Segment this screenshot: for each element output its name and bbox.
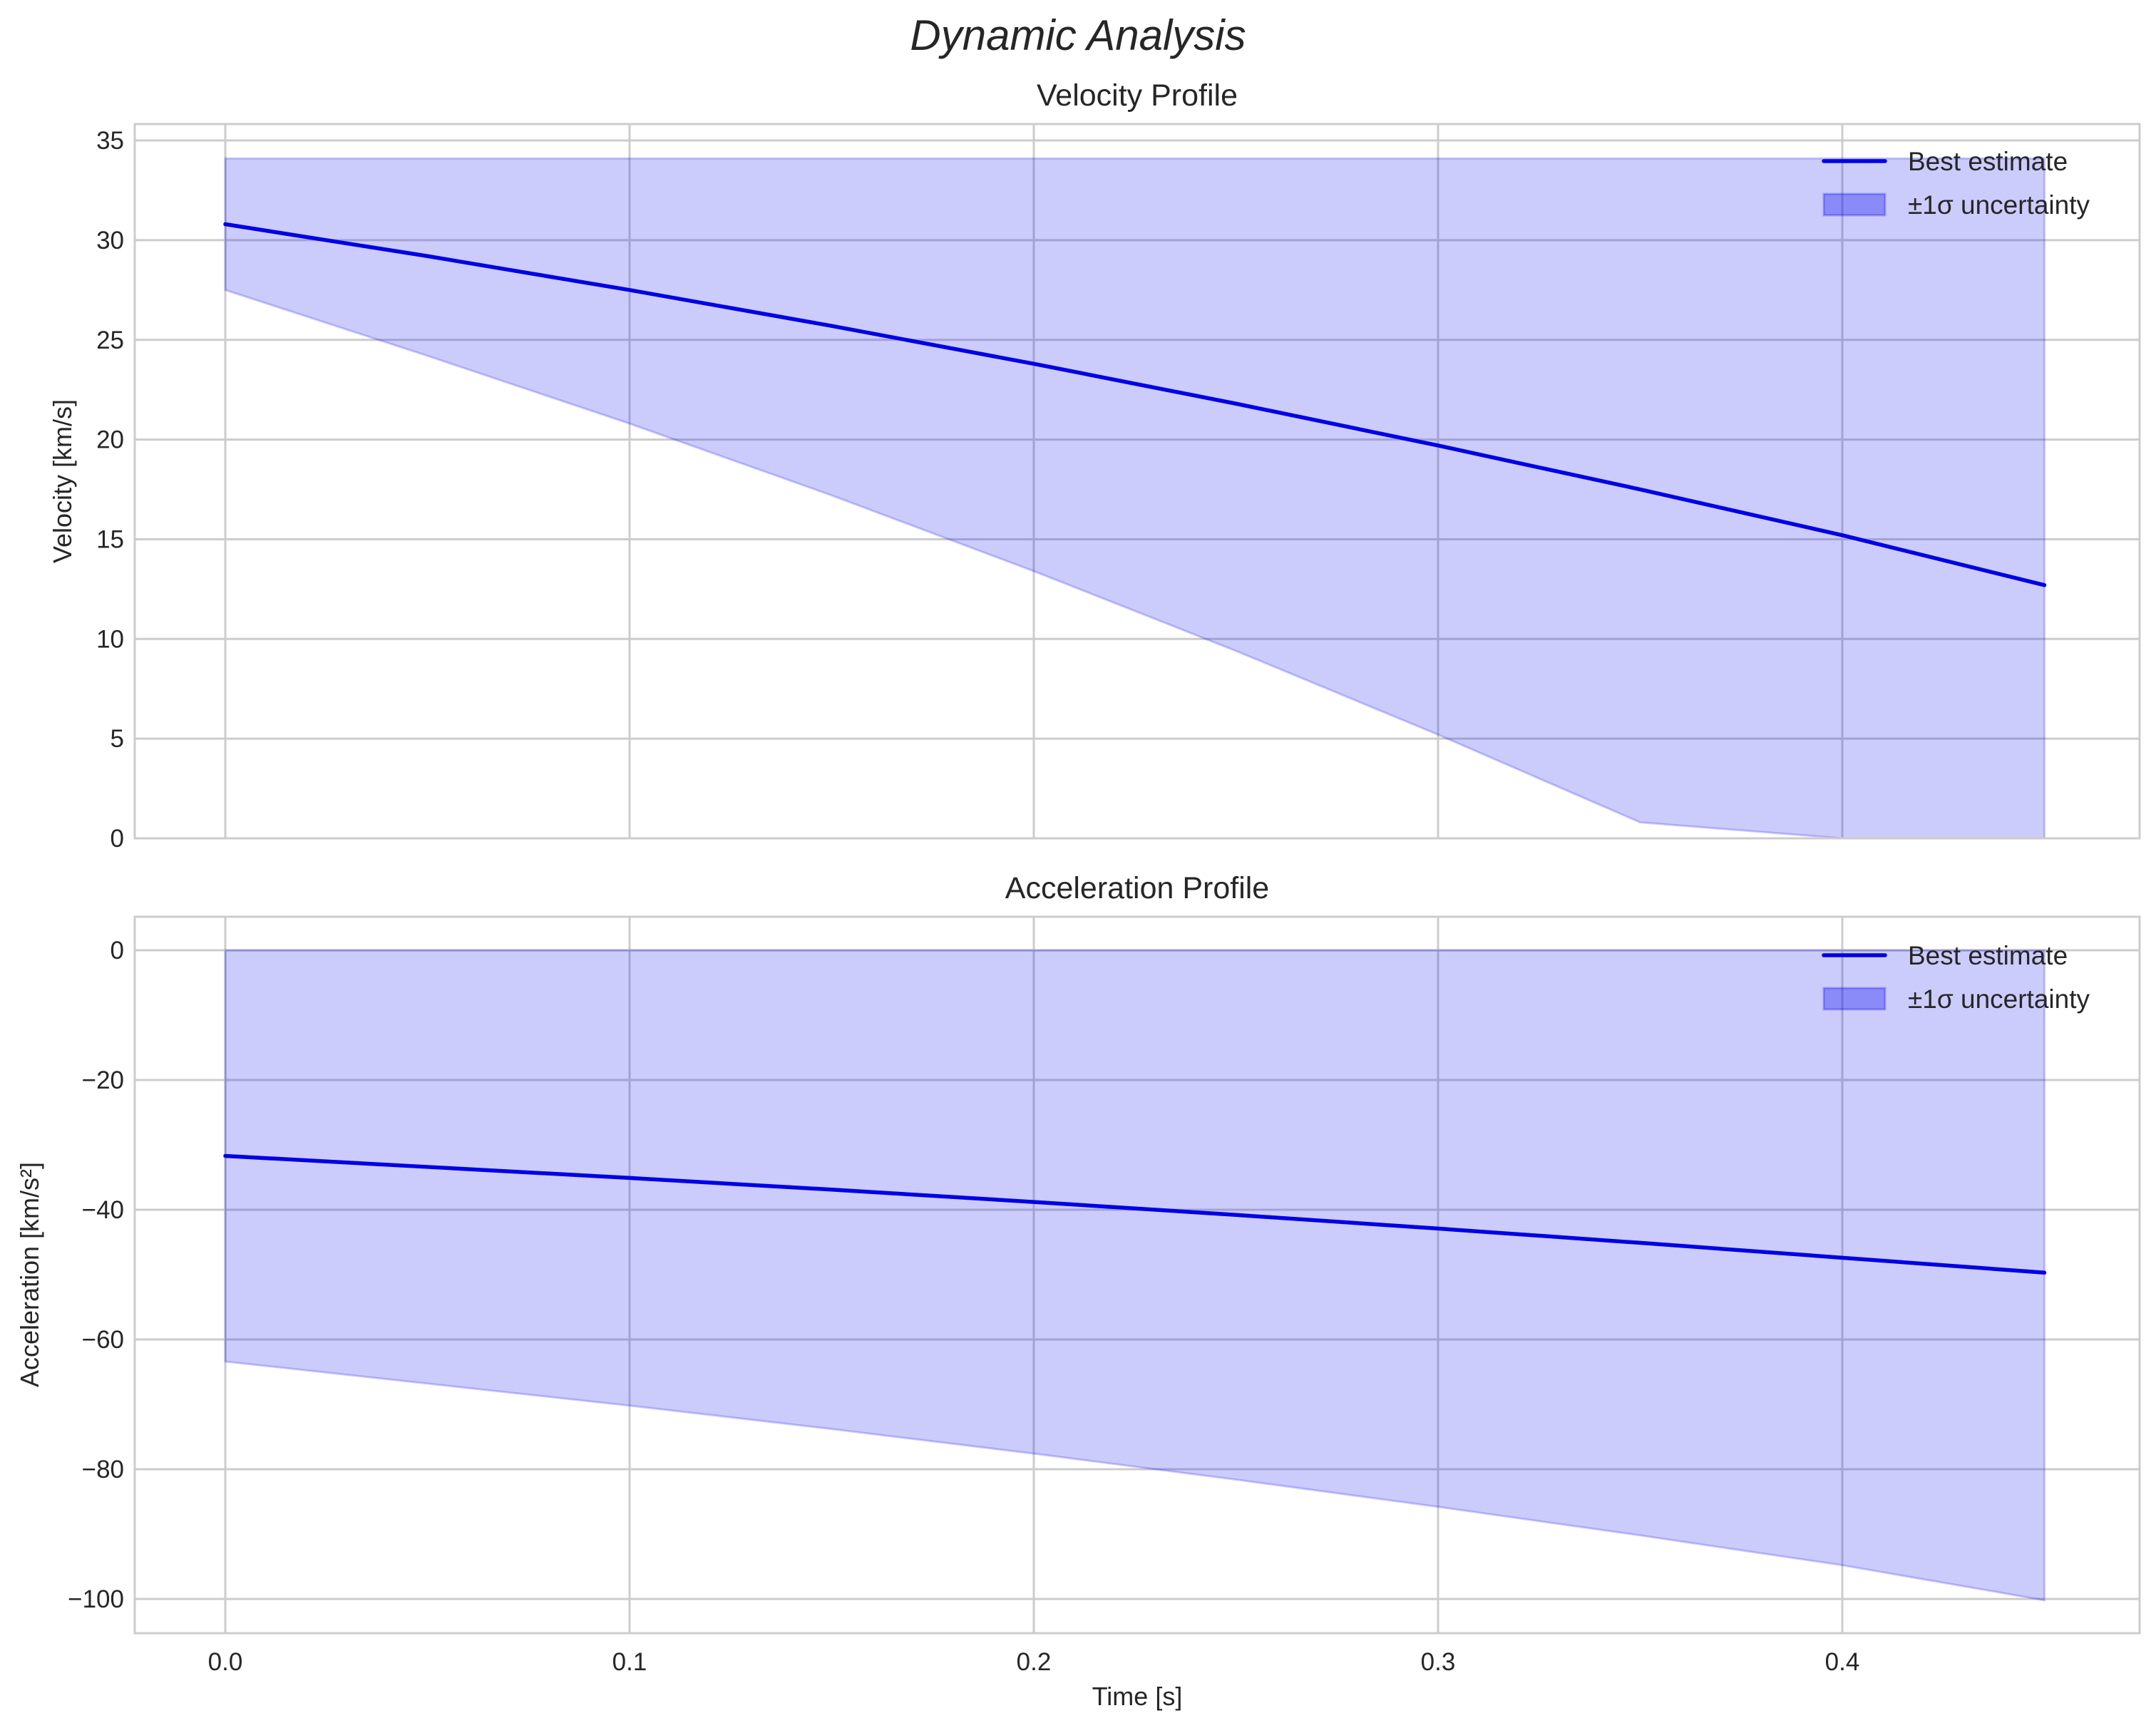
x-tick-label: 0.3 [1421, 1648, 1456, 1676]
y-tick-label: 20 [96, 426, 124, 454]
legend-band-swatch-icon [1822, 987, 1886, 1011]
velocity-gridlines [135, 124, 2140, 840]
velocity-legend: Best estimate ±1σ uncertainty [1822, 147, 2090, 220]
x-axis-label: Time [s] [1092, 1682, 1183, 1711]
y-tick-label: −20 [82, 1066, 124, 1094]
x-tick-label: 0.1 [612, 1648, 647, 1676]
velocity-panel-title: Velocity Profile [1037, 78, 1238, 113]
y-tick-label: 10 [96, 625, 124, 653]
x-axis-ticks: 0.0 0.1 0.2 0.3 0.4 [208, 1648, 1860, 1676]
velocity-plot-area [135, 124, 2140, 838]
legend-label-best-estimate: Best estimate [1908, 147, 2068, 176]
legend-band-swatch-icon [1822, 192, 1886, 217]
acceleration-legend: Best estimate ±1σ uncertainty [1822, 941, 2090, 1014]
x-tick-label: 0.4 [1825, 1648, 1860, 1676]
acceleration-y-ticks: −100 −80 −60 −40 −20 0 [68, 937, 124, 1613]
y-tick-label: 30 [96, 227, 124, 254]
x-tick-label: 0.0 [208, 1648, 243, 1676]
acceleration-best-estimate-line [223, 1153, 2047, 1275]
y-tick-label: 0 [111, 825, 124, 853]
acceleration-plot-area [135, 917, 2140, 1633]
y-tick-label: 5 [111, 725, 124, 753]
y-tick-label: −60 [82, 1326, 124, 1354]
acceleration-y-axis-label: Acceleration [km/s²] [15, 1162, 44, 1387]
legend-label-uncertainty: ±1σ uncertainty [1908, 190, 2090, 220]
y-tick-label: −100 [68, 1585, 124, 1613]
y-tick-label: 35 [96, 127, 124, 155]
acceleration-axes-frame [133, 915, 2141, 1635]
figure-suptitle: Dynamic Analysis [910, 11, 1246, 59]
acceleration-uncertainty-band [224, 949, 2045, 1602]
legend-label-uncertainty: ±1σ uncertainty [1908, 984, 2090, 1014]
velocity-y-axis-label: Velocity [km/s] [48, 399, 77, 563]
acceleration-gridlines [135, 917, 2140, 1633]
legend-label-best-estimate: Best estimate [1908, 941, 2068, 970]
y-tick-label: 0 [111, 937, 124, 965]
acceleration-panel: Acceleration Profile −100 −80 −60 −40 −20 0 A… [15, 871, 2141, 1635]
velocity-best-estimate-line [223, 222, 2047, 587]
y-tick-label: 15 [96, 525, 124, 553]
acceleration-panel-title: Acceleration Profile [1005, 871, 1269, 905]
velocity-y-ticks: 0 5 10 15 20 25 30 35 [96, 127, 124, 853]
velocity-panel: Velocity Profile 0 5 10 15 20 25 30 35 Velocity… [48, 78, 2141, 853]
velocity-axes-frame [133, 123, 2141, 840]
y-tick-label: 25 [96, 326, 124, 354]
x-tick-label: 0.2 [1017, 1648, 1052, 1676]
y-tick-label: −40 [82, 1196, 124, 1224]
y-tick-label: −80 [82, 1456, 124, 1483]
